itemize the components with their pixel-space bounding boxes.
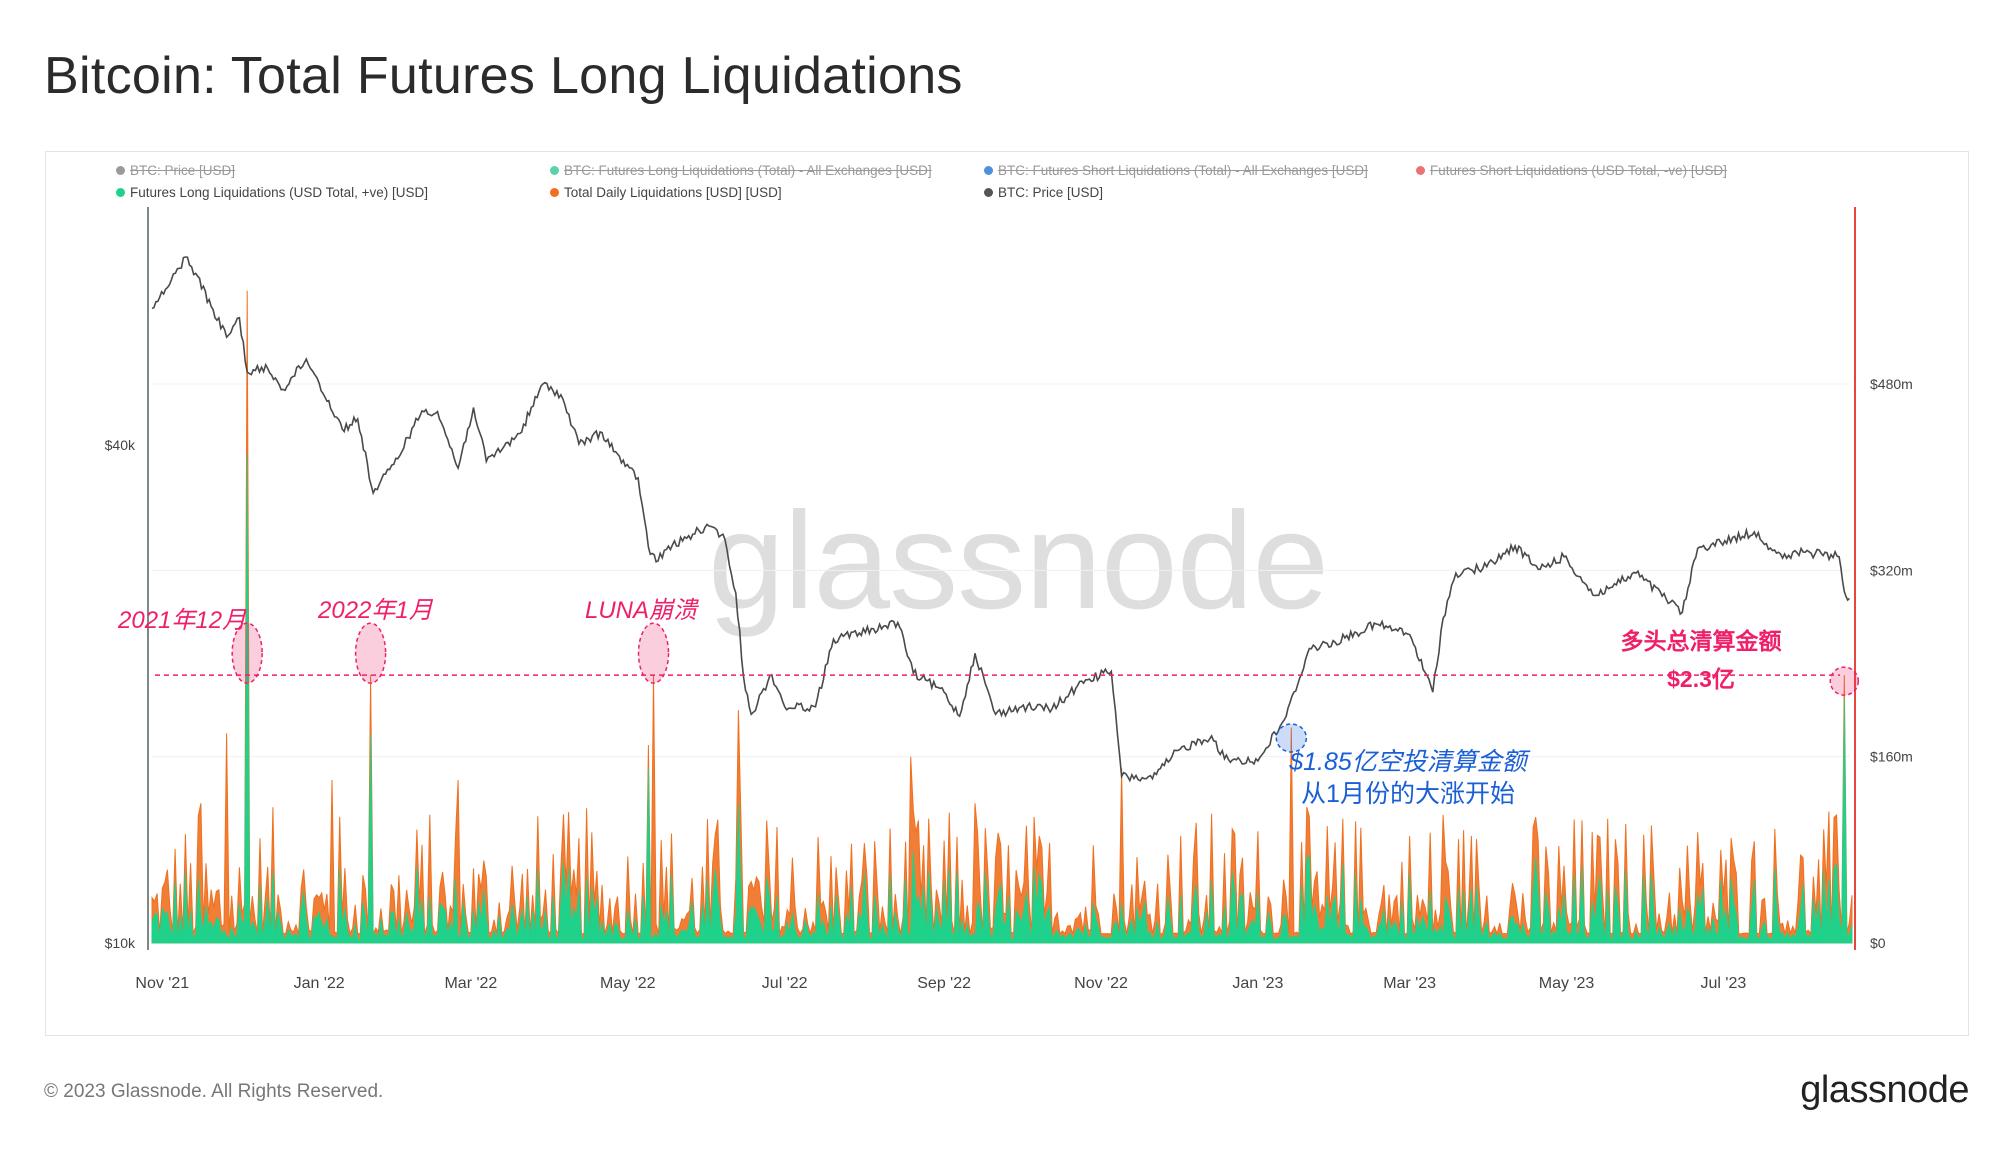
annotation-long-total: 多头总清算金额 $2.3亿 xyxy=(1612,622,1790,694)
x-tick-label: Mar '23 xyxy=(1383,975,1436,992)
y-left-tick-label: $40k xyxy=(105,437,136,453)
x-tick-label: Nov '21 xyxy=(135,975,189,992)
annotation-long-total-line1: 多头总清算金额 xyxy=(1620,628,1782,654)
annotation-jan-2022: 2022年1月 xyxy=(318,597,433,624)
chart-legend: BTC: Price [USD] BTC: Futures Long Liqui… xyxy=(116,163,1946,205)
legend-label: BTC: Price [USD] xyxy=(130,163,236,178)
legend-label: BTC: Futures Long Liquidations (Total) -… xyxy=(564,163,932,178)
y-right-tick-label: $320m xyxy=(1870,562,1913,578)
y-right-tick-label: $480m xyxy=(1870,376,1913,392)
x-tick-label: Jul '22 xyxy=(762,975,808,992)
x-tick-label: Jul '23 xyxy=(1701,975,1747,992)
highlight-ellipse-jan-2023 xyxy=(1275,723,1308,753)
annotation-short-line1: $1.85亿空投清算金额 xyxy=(1289,748,1527,776)
legend-label: Futures Short Liquidations (USD Total, -… xyxy=(1430,163,1727,178)
legend-item-short-neg-disabled[interactable]: Futures Short Liquidations (USD Total, -… xyxy=(1416,163,1727,178)
chart-title: Bitcoin: Total Futures Long Liquidations xyxy=(44,47,963,105)
footer-copyright: © 2023 Glassnode. All Rights Reserved. xyxy=(44,1081,384,1102)
legend-dot-icon xyxy=(984,188,993,197)
legend-item-price-disabled[interactable]: BTC: Price [USD] xyxy=(116,163,235,178)
annotation-long-total-line2: $2.3亿 xyxy=(1667,666,1735,692)
x-tick-label: Jan '22 xyxy=(294,975,345,992)
legend-label: BTC: Price [USD] xyxy=(998,185,1104,200)
legend-label: BTC: Futures Short Liquidations (Total) … xyxy=(998,163,1368,178)
x-tick-label: Nov '22 xyxy=(1074,975,1128,992)
legend-label: Total Daily Liquidations [USD] [USD] xyxy=(564,185,782,200)
legend-dot-icon xyxy=(984,166,993,175)
x-tick-label: May '22 xyxy=(600,975,656,992)
highlight-ellipse-aug-2023 xyxy=(1829,666,1860,696)
legend-dot-icon xyxy=(116,166,125,175)
legend-dot-icon xyxy=(550,188,559,197)
legend-dot-icon xyxy=(550,166,559,175)
y-right-tick-label: $0 xyxy=(1870,935,1886,951)
long-liquidations-area xyxy=(151,453,1853,944)
annotation-short-liq: $1.85亿空投清算金额 从1月份的大涨开始 xyxy=(1278,746,1538,810)
legend-item-short-liq-disabled[interactable]: BTC: Futures Short Liquidations (Total) … xyxy=(984,163,1368,178)
annotation-luna: LUNA崩溃 xyxy=(585,597,698,624)
annotation-dec-2021: 2021年12月 xyxy=(118,607,247,634)
y-left-tick-label: $10k xyxy=(105,935,136,951)
watermark: glassnode xyxy=(708,484,1329,638)
legend-label: Futures Long Liquidations (USD Total, +v… xyxy=(130,185,429,200)
btc-price-line xyxy=(151,256,1850,783)
y-right-tick-label: $160m xyxy=(1870,749,1913,765)
legend-item-long-pos[interactable]: Futures Long Liquidations (USD Total, +v… xyxy=(116,185,428,200)
highlight-ellipse-luna xyxy=(637,622,670,684)
legend-item-price[interactable]: BTC: Price [USD] xyxy=(984,185,1103,200)
highlight-ellipse-jan-2022 xyxy=(354,622,387,684)
legend-dot-icon xyxy=(1416,166,1425,175)
legend-item-total-daily[interactable]: Total Daily Liquidations [USD] [USD] xyxy=(550,185,782,200)
legend-item-long-liq-disabled[interactable]: BTC: Futures Long Liquidations (Total) -… xyxy=(550,163,932,178)
total-daily-liquidations-area xyxy=(151,290,1853,944)
highlight-ellipse-dec-2021 xyxy=(231,622,263,684)
legend-dot-icon xyxy=(116,188,125,197)
brand-logo: glassnode xyxy=(1800,1069,1969,1111)
x-tick-label: Sep '22 xyxy=(917,975,971,992)
annotation-short-line2: 从1月份的大涨开始 xyxy=(1301,780,1515,808)
x-tick-label: May '23 xyxy=(1539,975,1595,992)
x-tick-label: Mar '22 xyxy=(444,975,497,992)
x-tick-label: Jan '23 xyxy=(1232,975,1283,992)
